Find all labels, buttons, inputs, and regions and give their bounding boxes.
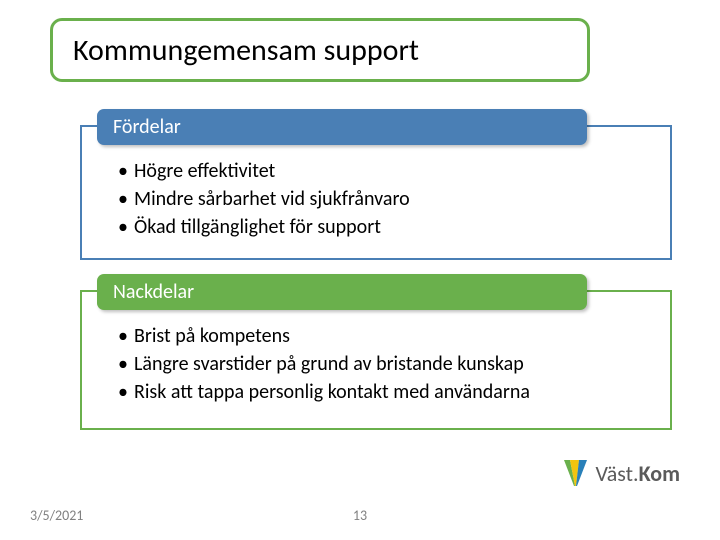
list-item: •Mindre sårbarhet vid sjukfrånvaro xyxy=(118,185,652,213)
bullet-text: Ökad tillgänglighet för support xyxy=(134,213,381,241)
logo-text: Väst.Kom xyxy=(596,460,681,487)
list-item: •Brist på kompetens xyxy=(118,322,652,350)
bullet-dot: • xyxy=(118,157,128,185)
bullet-text: Längre svarstider på grund av bristande … xyxy=(134,350,524,378)
slide-title-pill: Kommungemensam support xyxy=(50,18,590,82)
list-item: •Längre svarstider på grund av bristande… xyxy=(118,350,652,378)
section-nackdelar-header: Nackdelar xyxy=(97,274,587,310)
bullet-dot: • xyxy=(118,350,128,378)
slide-title: Kommungemensam support xyxy=(73,32,419,69)
bullet-dot: • xyxy=(118,322,128,350)
list-item: •Högre effektivitet xyxy=(118,157,652,185)
logo-text-light: Väst xyxy=(596,460,634,487)
bullet-dot: • xyxy=(118,185,128,213)
section-fordelar-header: Fördelar xyxy=(97,109,587,145)
section-nackdelar-header-text: Nackdelar xyxy=(113,280,194,304)
bullet-text: Högre effektivitet xyxy=(134,157,275,185)
footer-date: 3/5/2021 xyxy=(30,507,83,524)
bullet-dot: • xyxy=(118,378,128,406)
bullet-text: Mindre sårbarhet vid sjukfrånvaro xyxy=(134,185,410,213)
logo-text-bold: Kom xyxy=(639,460,680,487)
list-item: •Risk att tappa personlig kontakt med an… xyxy=(118,378,652,406)
vastkom-logo: Väst.Kom xyxy=(560,456,681,490)
bullet-text: Brist på kompetens xyxy=(134,322,290,350)
footer-page-number: 13 xyxy=(353,507,367,524)
list-item: •Ökad tillgänglighet för support xyxy=(118,213,652,241)
section-nackdelar: Nackdelar •Brist på kompetens •Längre sv… xyxy=(80,290,672,430)
nackdelar-bullet-list: •Brist på kompetens •Längre svarstider p… xyxy=(82,292,670,416)
fordelar-bullet-list: •Högre effektivitet •Mindre sårbarhet vi… xyxy=(82,127,670,251)
logo-mark-icon xyxy=(560,456,590,490)
section-fordelar: Fördelar •Högre effektivitet •Mindre sår… xyxy=(80,125,672,260)
bullet-dot: • xyxy=(118,213,128,241)
bullet-text: Risk att tappa personlig kontakt med anv… xyxy=(134,378,530,406)
section-fordelar-header-text: Fördelar xyxy=(113,115,181,139)
